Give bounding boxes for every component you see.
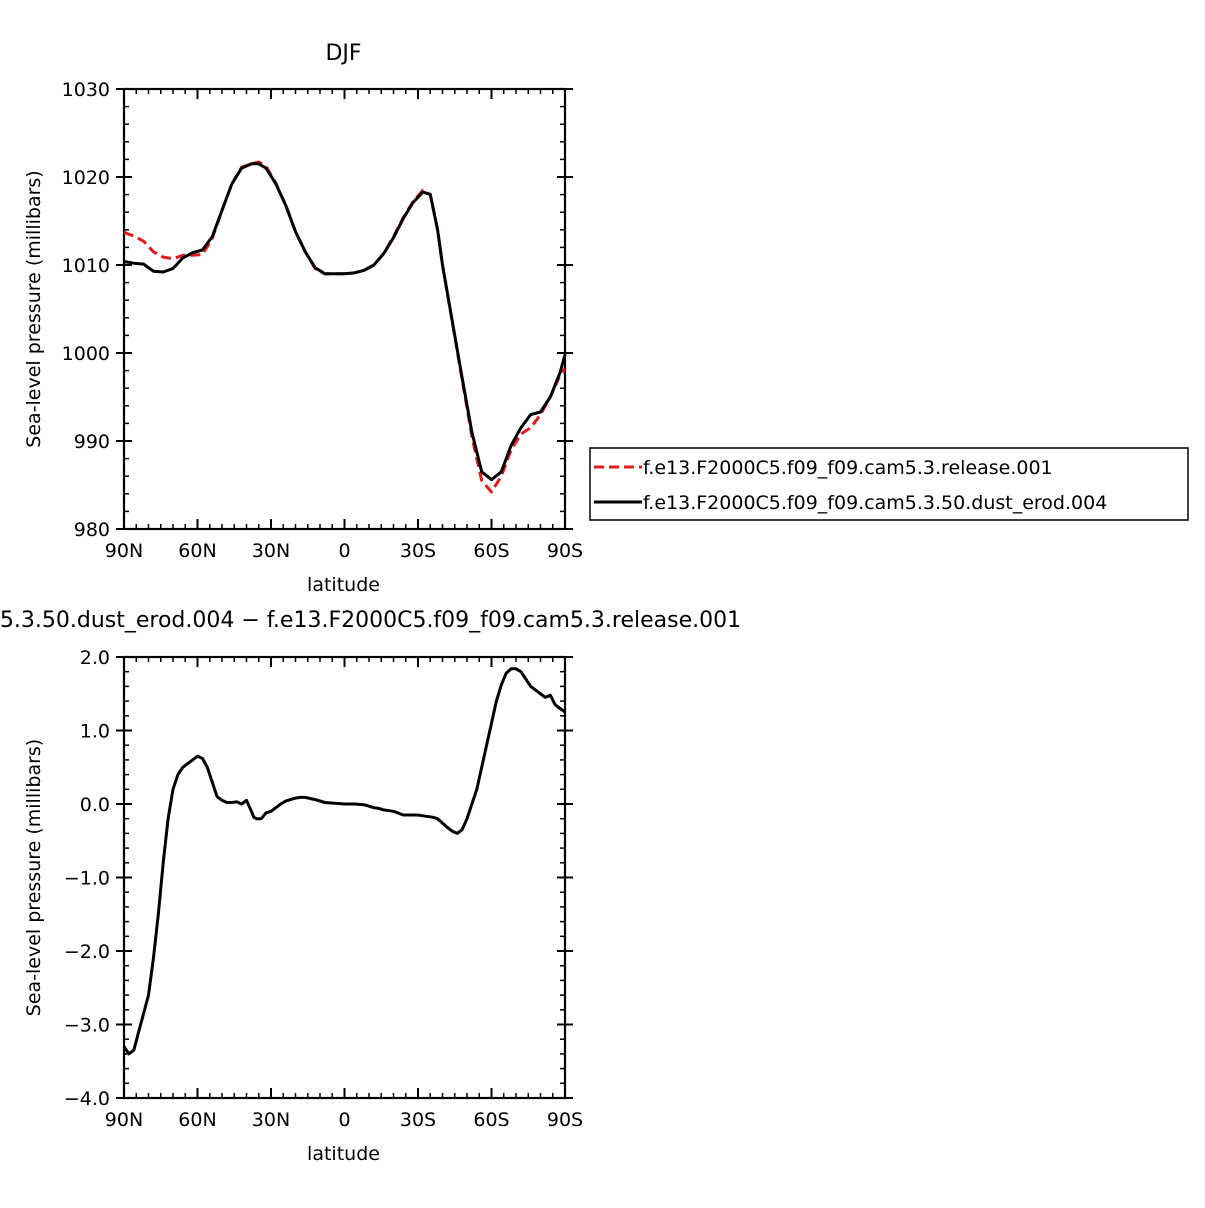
x-tick-label: 90S [547,540,583,562]
legend-label-0: f.e13.F2000C5.f09_f09.cam5.3.release.001 [643,457,1053,479]
x-axis-label: latitude [307,1143,380,1165]
y-tick-label: −2.0 [64,941,110,963]
plot-frame [122,87,567,531]
y-axis-label: Sea-level pressure (millibars) [23,170,45,447]
legend-label-1: f.e13.F2000C5.f09_f09.cam5.3.50.dust_ero… [643,492,1107,514]
x-tick-label: 90S [547,1109,583,1131]
x-tick-label: 30N [252,1109,290,1131]
y-tick-label: −3.0 [64,1015,110,1037]
y-tick-label: 1.0 [80,721,110,743]
chart-title: DJF [325,41,361,66]
x-tick-label: 30S [400,1109,436,1131]
legend: f.e13.F2000C5.f09_f09.cam5.3.release.001… [589,447,1189,521]
y-tick-label: 1020 [62,167,110,189]
y-tick-label: 1030 [62,79,110,101]
x-tick-label: 90N [105,540,143,562]
panel-slp-difference: 90N 60N 30N 0 30S 60S 90S −4.0 −3.0 −2.0 −1.0 0.0 1.… [0,608,741,1165]
x-tick-label: 30S [400,540,436,562]
legend-box [589,447,1189,521]
y-tick-label: 1010 [62,255,110,277]
x-tick-label: 0 [338,1109,350,1131]
x-tick-label: 60S [473,540,509,562]
y-tick-label: 2.0 [80,647,110,669]
x-tick-label: 60N [178,540,216,562]
x-tick-label: 60S [473,1109,509,1131]
y-tick-label: −1.0 [64,868,110,890]
series-line-0 [122,667,566,1056]
series-line-0 [123,160,567,494]
x-tick-label: 30N [252,540,290,562]
y-tick-label: 980 [74,519,110,541]
x-axis-label: latitude [307,574,380,596]
y-tick-label: 0.0 [80,794,110,816]
x-tick-label: 60N [178,1109,216,1131]
panel-slp: 90N 60N 30N 0 30S 60S 90S 980 990 1000 1010 1020 103… [23,41,583,596]
x-tick-label: 0 [338,540,350,562]
x-tick-label: 90N [105,1109,143,1131]
plot-frame [122,655,567,1100]
y-tick-label: −4.0 [64,1088,110,1110]
y-tick-label: 990 [74,431,110,453]
y-tick-label: 1000 [62,343,110,365]
y-axis-label: Sea-level pressure (millibars) [23,739,45,1016]
chart-title: .cam5.3.50.dust_erod.004 − f.e13.F2000C5… [0,608,741,633]
series-line-1 [123,162,567,482]
